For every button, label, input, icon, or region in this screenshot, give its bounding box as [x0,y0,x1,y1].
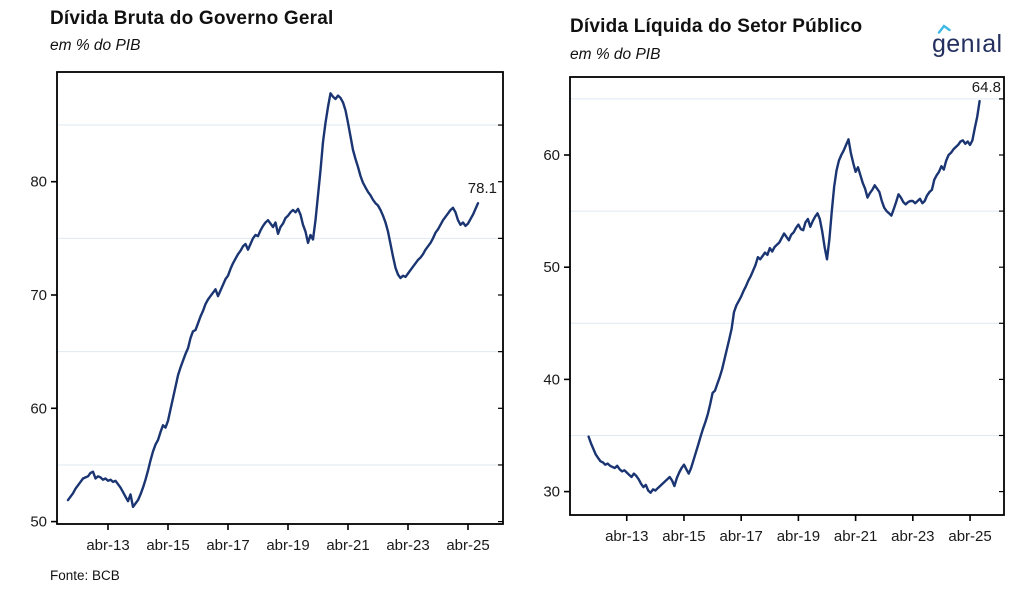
series-line [66,92,480,509]
x-tick-label: abr-17 [719,528,762,545]
y-tick-label: 50 [30,514,47,531]
y-tick-label: 60 [543,147,560,164]
right-chart-title: Dívida Líquida do Setor Público [570,16,863,37]
genial-logo-text: genıal [932,30,1003,58]
series-line [587,99,981,494]
x-tick-label: abr-17 [206,537,249,554]
x-tick-label: abr-13 [86,537,129,554]
x-tick-label: abr-23 [386,537,429,554]
y-tick-label: 30 [543,484,560,501]
series-end-value-label: 64.8 [972,79,1001,96]
plot-border [56,71,504,525]
y-tick-label: 40 [543,371,560,388]
x-tick-label: abr-25 [446,537,489,554]
y-tick-label: 60 [30,400,47,417]
series-end-value-label: 78.1 [468,180,497,197]
x-tick-label: abr-23 [891,528,934,545]
x-tick-label: abr-19 [777,528,820,545]
x-tick-label: abr-15 [662,528,705,545]
source-note: Fonte: BCB [50,568,120,583]
left-chart-title: Dívida Bruta do Governo Geral [50,8,334,29]
x-tick-label: abr-13 [605,528,648,545]
x-tick-label: abr-21 [834,528,877,545]
plot-border [569,76,1005,516]
y-tick-label: 70 [30,287,47,304]
right-chart-subtitle: em % do PIB [570,46,661,63]
y-tick-label: 80 [30,174,47,191]
x-tick-label: abr-21 [326,537,369,554]
left-chart-subtitle: em % do PIB [50,37,141,54]
x-tick-label: abr-19 [266,537,309,554]
logo-accent-icon [937,24,951,34]
genial-logo: genıal [932,24,1022,61]
y-tick-label: 50 [543,259,560,276]
x-tick-label: abr-15 [146,537,189,554]
x-tick-label: abr-25 [948,528,991,545]
